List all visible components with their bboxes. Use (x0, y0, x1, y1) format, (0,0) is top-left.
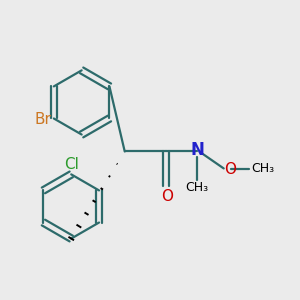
Text: O: O (225, 162, 237, 177)
Text: N: N (190, 141, 204, 159)
Text: CH₃: CH₃ (251, 162, 274, 175)
Text: O: O (161, 189, 173, 204)
Text: Cl: Cl (64, 157, 79, 172)
Text: CH₃: CH₃ (185, 181, 208, 194)
Text: Br: Br (34, 112, 52, 128)
